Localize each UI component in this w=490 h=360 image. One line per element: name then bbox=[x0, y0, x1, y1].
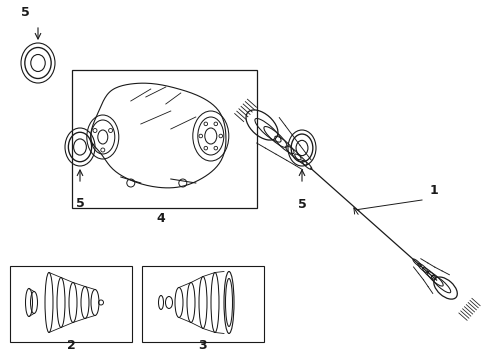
Text: 3: 3 bbox=[198, 339, 207, 352]
Text: 1: 1 bbox=[430, 184, 439, 197]
Bar bbox=[142, 266, 264, 342]
Bar bbox=[72, 70, 257, 208]
Text: 5: 5 bbox=[21, 6, 29, 19]
Text: 4: 4 bbox=[156, 212, 165, 225]
Text: 5: 5 bbox=[75, 197, 84, 210]
Bar bbox=[10, 266, 132, 342]
Text: 5: 5 bbox=[297, 198, 306, 211]
Text: 2: 2 bbox=[67, 339, 75, 352]
